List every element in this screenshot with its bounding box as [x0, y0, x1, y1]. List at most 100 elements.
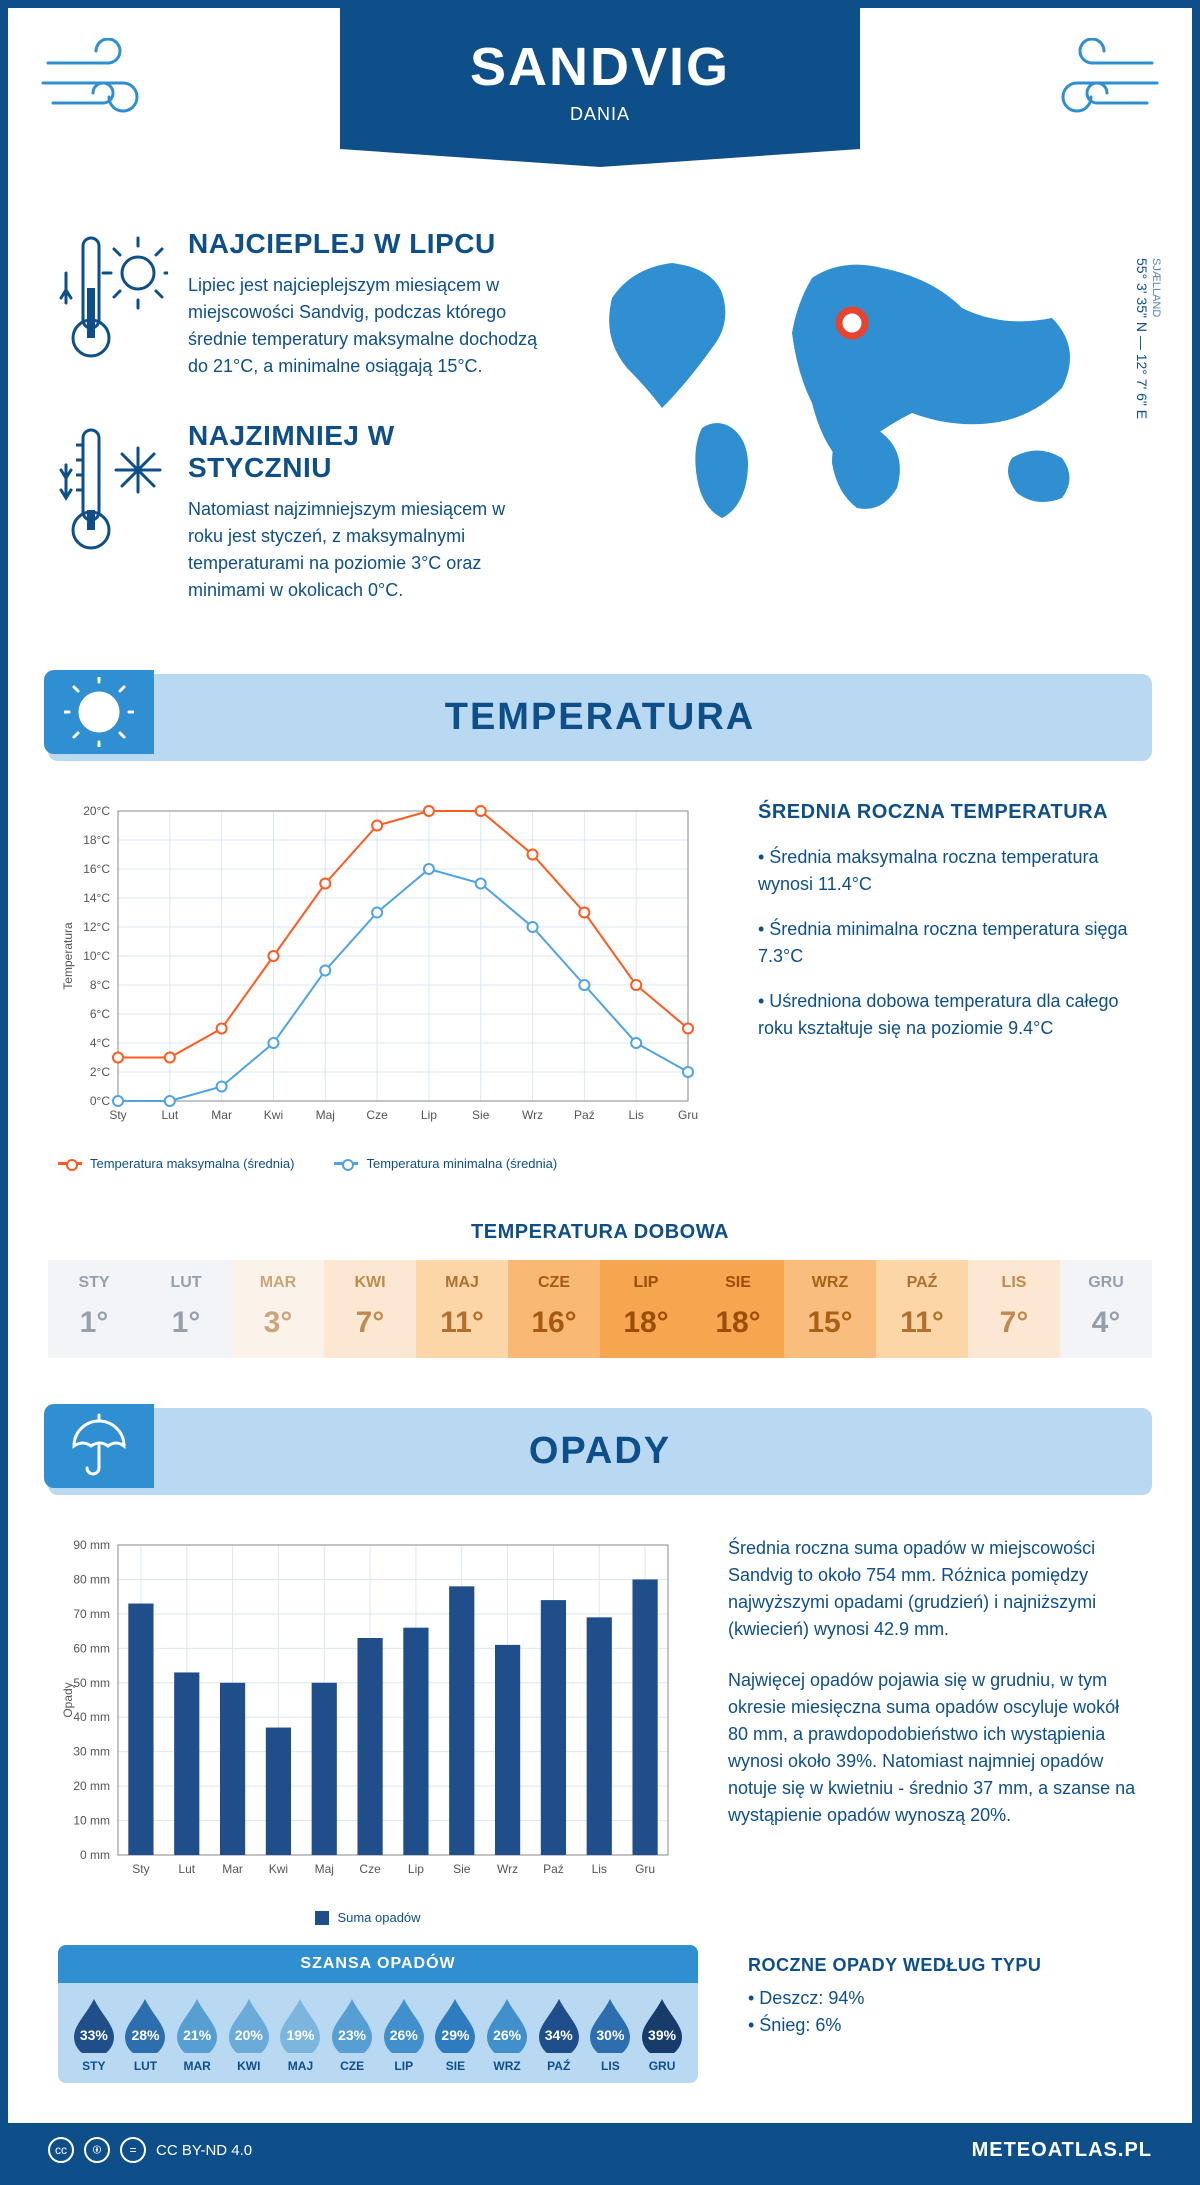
svg-text:Temperatura: Temperatura — [61, 922, 75, 990]
svg-text:Paź: Paź — [574, 1108, 595, 1122]
svg-text:Sie: Sie — [472, 1108, 490, 1122]
daily-temp-cell: LIS7° — [968, 1260, 1060, 1358]
svg-text:Cze: Cze — [366, 1108, 388, 1122]
svg-text:Mar: Mar — [222, 1862, 243, 1876]
chance-month-label: LIS — [588, 2059, 632, 2073]
svg-text:70 mm: 70 mm — [73, 1607, 110, 1621]
svg-text:Gru: Gru — [635, 1862, 655, 1876]
svg-text:Lis: Lis — [592, 1862, 607, 1876]
daily-month-label: LIS — [968, 1274, 1060, 1292]
cc-icon: cc — [48, 2137, 74, 2163]
svg-text:2°C: 2°C — [90, 1065, 110, 1079]
chance-drop: 39%GRU — [640, 1997, 684, 2073]
daily-temp-value: 18° — [600, 1306, 692, 1340]
precip-type-item: • Śnieg: 6% — [748, 2015, 1142, 2036]
daily-month-label: MAJ — [416, 1274, 508, 1292]
svg-text:Lip: Lip — [421, 1108, 437, 1122]
svg-text:Lut: Lut — [161, 1108, 178, 1122]
svg-text:16°C: 16°C — [83, 862, 110, 876]
svg-text:10 mm: 10 mm — [73, 1814, 110, 1828]
chance-month-label: SIE — [433, 2059, 477, 2073]
temperature-banner: TEMPERATURA — [48, 674, 1152, 761]
coldest-text: Natomiast najzimniejszym miesiącem w rok… — [188, 496, 542, 604]
chance-drop: 20%KWI — [227, 1997, 271, 2073]
legend-max-label: Temperatura maksymalna (średnia) — [90, 1156, 294, 1171]
warmest-block: NAJCIEPLEJ W LIPCU Lipiec jest najcieple… — [58, 228, 542, 380]
temperature-stats: ŚREDNIA ROCZNA TEMPERATURA • Średnia mak… — [758, 801, 1142, 1171]
svg-text:90 mm: 90 mm — [73, 1538, 110, 1552]
svg-text:12°C: 12°C — [83, 920, 110, 934]
chance-month-label: PAŹ — [537, 2059, 581, 2073]
chance-month-label: MAJ — [278, 2059, 322, 2073]
chance-drop: 26%WRZ — [485, 1997, 529, 2073]
daily-month-label: WRZ — [784, 1274, 876, 1292]
daily-month-label: PAŹ — [876, 1274, 968, 1292]
warmest-text: Lipiec jest najcieplejszym miesiącem w m… — [188, 272, 542, 380]
thermometer-hot-icon — [58, 228, 168, 380]
coldest-heading: NAJZIMNIEJ W STYCZNIU — [188, 420, 542, 484]
chance-drop: 33%STY — [72, 1997, 116, 2073]
by-icon: 🅯 — [84, 2137, 110, 2163]
svg-text:60 mm: 60 mm — [73, 1641, 110, 1655]
chance-month-label: MAR — [175, 2059, 219, 2073]
lat-label: 55° 3' 35" N — [1134, 258, 1150, 332]
precip-para-1: Średnia roczna suma opadów w miejscowośc… — [728, 1535, 1142, 1643]
temperature-legend: Temperatura maksymalna (średnia) Tempera… — [58, 1156, 698, 1171]
svg-text:Maj: Maj — [315, 1862, 334, 1876]
svg-text:Opady: Opady — [61, 1682, 75, 1717]
svg-text:Cze: Cze — [359, 1862, 381, 1876]
precipitation-banner: OPADY — [48, 1408, 1152, 1495]
svg-text:80 mm: 80 mm — [73, 1572, 110, 1586]
daily-month-label: STY — [48, 1274, 140, 1292]
precip-type-heading: ROCZNE OPADY WEDŁUG TYPU — [748, 1955, 1142, 1976]
daily-month-label: GRU — [1060, 1274, 1152, 1292]
chance-month-label: STY — [72, 2059, 116, 2073]
precip-type-panel: ROCZNE OPADY WEDŁUG TYPU • Deszcz: 94% • … — [748, 1945, 1142, 2042]
svg-text:14°C: 14°C — [83, 891, 110, 905]
coordinates: SJÆLLAND 55° 3' 35" N — 12° 7' 6" E — [1134, 258, 1162, 419]
chance-month-label: LIP — [382, 2059, 426, 2073]
precip-type-item: • Deszcz: 94% — [748, 1988, 1142, 2009]
svg-text:Kwi: Kwi — [264, 1108, 283, 1122]
daily-temp-heading: TEMPERATURA DOBOWA — [8, 1221, 1192, 1244]
svg-text:6°C: 6°C — [90, 1007, 110, 1021]
daily-temp-cell: GRU4° — [1060, 1260, 1152, 1358]
chance-month-label: GRU — [640, 2059, 684, 2073]
daily-temp-value: 16° — [508, 1306, 600, 1340]
daily-month-label: LUT — [140, 1274, 232, 1292]
chance-drop: 23%CZE — [330, 1997, 374, 2073]
daily-temp-value: 15° — [784, 1306, 876, 1340]
coldest-block: NAJZIMNIEJ W STYCZNIU Natomiast najzimni… — [58, 420, 542, 604]
svg-text:20 mm: 20 mm — [73, 1779, 110, 1793]
site-label: METEOATLAS.PL — [972, 2139, 1152, 2162]
temp-stats-heading: ŚREDNIA ROCZNA TEMPERATURA — [758, 801, 1142, 824]
city-name: SANDVIG — [340, 36, 860, 98]
daily-month-label: KWI — [324, 1274, 416, 1292]
wind-icon — [38, 38, 168, 133]
daily-temp-cell: STY1° — [48, 1260, 140, 1358]
svg-text:Paź: Paź — [543, 1862, 564, 1876]
svg-text:20°C: 20°C — [83, 804, 110, 818]
lon-label: 12° 7' 6" E — [1134, 354, 1150, 419]
precip-para-2: Najwięcej opadów pojawia się w grudniu, … — [728, 1667, 1142, 1829]
chance-heading: SZANSA OPADÓW — [58, 1945, 698, 1983]
svg-text:Maj: Maj — [316, 1108, 335, 1122]
daily-temp-cell: SIE18° — [692, 1260, 784, 1358]
temperature-chart: 0°C2°C4°C6°C8°C10°C12°C14°C16°C18°C20°CS… — [58, 801, 698, 1171]
header: SANDVIG DANIA — [8, 8, 1192, 198]
world-map: SJÆLLAND 55° 3' 35" N — 12° 7' 6" E — [582, 228, 1142, 644]
svg-text:Sie: Sie — [453, 1862, 471, 1876]
precip-chance-panel: SZANSA OPADÓW 33%STY28%LUT21%MAR20%KWI19… — [58, 1945, 698, 2083]
daily-month-label: MAR — [232, 1274, 324, 1292]
legend-min-label: Temperatura minimalna (średnia) — [366, 1156, 557, 1171]
svg-text:Lip: Lip — [408, 1862, 424, 1876]
temp-stat-item: • Średnia minimalna roczna temperatura s… — [758, 916, 1142, 970]
svg-text:50 mm: 50 mm — [73, 1676, 110, 1690]
chance-month-label: KWI — [227, 2059, 271, 2073]
chance-drop: 26%LIP — [382, 1997, 426, 2073]
daily-temp-value: 11° — [876, 1306, 968, 1340]
svg-text:Sty: Sty — [132, 1862, 149, 1876]
daily-temp-value: 11° — [416, 1306, 508, 1340]
daily-temp-value: 7° — [324, 1306, 416, 1340]
chance-drop: 19%MAJ — [278, 1997, 322, 2073]
